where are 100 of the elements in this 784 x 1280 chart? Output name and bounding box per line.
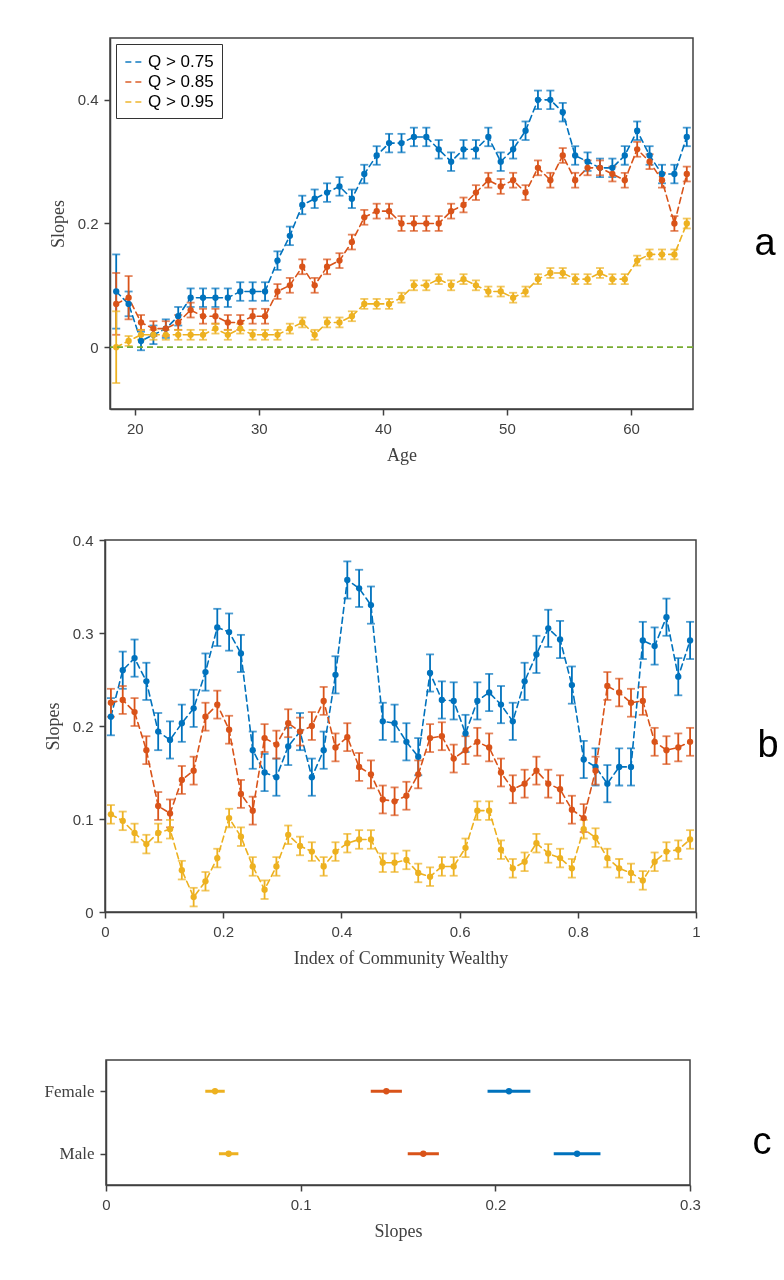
point xyxy=(225,628,233,636)
point xyxy=(609,164,616,172)
y-tick-label: 0.1 xyxy=(72,810,94,828)
point xyxy=(187,306,194,314)
x-tick-label: 0.3 xyxy=(680,1195,701,1213)
point xyxy=(505,1088,513,1095)
point xyxy=(592,834,599,841)
point xyxy=(545,780,552,787)
point xyxy=(462,844,469,851)
point xyxy=(237,833,245,840)
point xyxy=(178,866,185,874)
y-tick-label: 0.2 xyxy=(72,717,94,735)
point xyxy=(584,164,591,172)
point xyxy=(438,863,446,870)
y-tick-label: 0.4 xyxy=(77,91,99,109)
point xyxy=(686,738,694,745)
point xyxy=(175,313,182,320)
point xyxy=(143,747,150,754)
point xyxy=(355,763,363,771)
point xyxy=(225,726,233,733)
point xyxy=(420,1150,427,1157)
point xyxy=(634,127,641,134)
point xyxy=(125,294,132,301)
point xyxy=(485,177,492,184)
point xyxy=(658,170,666,178)
point xyxy=(273,773,280,781)
point xyxy=(261,313,269,320)
point xyxy=(178,720,185,727)
point xyxy=(497,158,504,165)
point xyxy=(621,177,628,184)
point xyxy=(474,738,481,745)
point xyxy=(423,133,430,141)
y-tick-label: 0.2 xyxy=(77,215,99,232)
point xyxy=(573,1150,581,1157)
point xyxy=(533,840,540,847)
point xyxy=(320,747,327,754)
point xyxy=(485,807,493,814)
point xyxy=(190,893,197,901)
point xyxy=(534,164,542,172)
point xyxy=(131,829,138,837)
point xyxy=(509,865,516,872)
legend-label: Q > 0.75 xyxy=(148,52,214,71)
point xyxy=(285,720,292,727)
point xyxy=(249,807,256,814)
point xyxy=(616,865,623,872)
point xyxy=(214,701,221,708)
point xyxy=(485,689,493,696)
point xyxy=(686,836,694,843)
point xyxy=(379,796,386,803)
point xyxy=(214,624,221,631)
point xyxy=(299,201,306,209)
x-tick-label: 0.2 xyxy=(213,922,235,940)
legend-label: Q > 0.85 xyxy=(148,72,214,91)
point xyxy=(604,854,611,862)
point xyxy=(651,858,658,865)
point xyxy=(460,201,467,209)
point xyxy=(663,614,670,621)
point xyxy=(202,878,209,885)
point xyxy=(332,848,339,855)
point xyxy=(202,668,209,676)
x-tick-label: 0.4 xyxy=(331,922,353,940)
point xyxy=(237,790,245,798)
point xyxy=(497,846,505,853)
point xyxy=(497,769,505,776)
point xyxy=(533,651,540,658)
point xyxy=(113,288,120,295)
point xyxy=(559,152,566,159)
x-tick-label: 40 xyxy=(375,419,392,437)
point xyxy=(261,734,268,742)
x-tick-label: 0.2 xyxy=(485,1195,507,1213)
point xyxy=(533,767,540,774)
point xyxy=(249,863,256,870)
point xyxy=(462,747,469,754)
point xyxy=(509,177,517,184)
point xyxy=(225,814,233,822)
point xyxy=(604,780,611,787)
point xyxy=(547,177,554,184)
point xyxy=(472,189,480,196)
point xyxy=(426,669,434,677)
point xyxy=(639,697,646,705)
point xyxy=(308,848,316,855)
point xyxy=(658,177,666,184)
point xyxy=(474,697,481,705)
point xyxy=(336,183,343,190)
point xyxy=(166,736,174,744)
point xyxy=(332,744,339,751)
point xyxy=(178,776,185,784)
point xyxy=(373,207,380,215)
point xyxy=(509,786,516,793)
x-axis-title: Slopes xyxy=(374,1220,423,1241)
point xyxy=(107,699,115,706)
point xyxy=(224,319,231,326)
point xyxy=(403,738,410,745)
point xyxy=(521,858,528,865)
point xyxy=(556,786,564,793)
point xyxy=(675,846,682,853)
point xyxy=(545,850,552,857)
x-tick-label: 0.1 xyxy=(290,1195,312,1213)
point xyxy=(559,109,566,116)
point xyxy=(621,152,628,159)
